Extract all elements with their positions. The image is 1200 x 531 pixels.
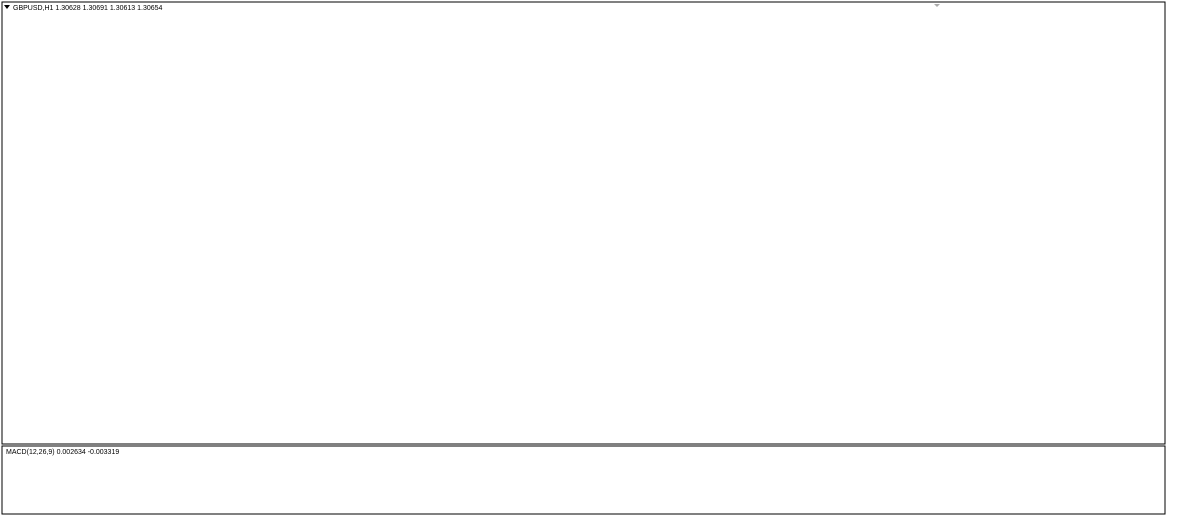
macd-frame xyxy=(1,445,1166,515)
collapse-icon[interactable] xyxy=(4,5,10,9)
shift-marker[interactable] xyxy=(934,4,940,7)
macd-title: MACD(12,26,9) 0.002634 -0.003319 xyxy=(6,449,119,456)
main-frame xyxy=(1,1,1166,445)
chart-title: GBPUSD,H1 1.30628 1.30691 1.30613 1.3065… xyxy=(13,5,163,12)
